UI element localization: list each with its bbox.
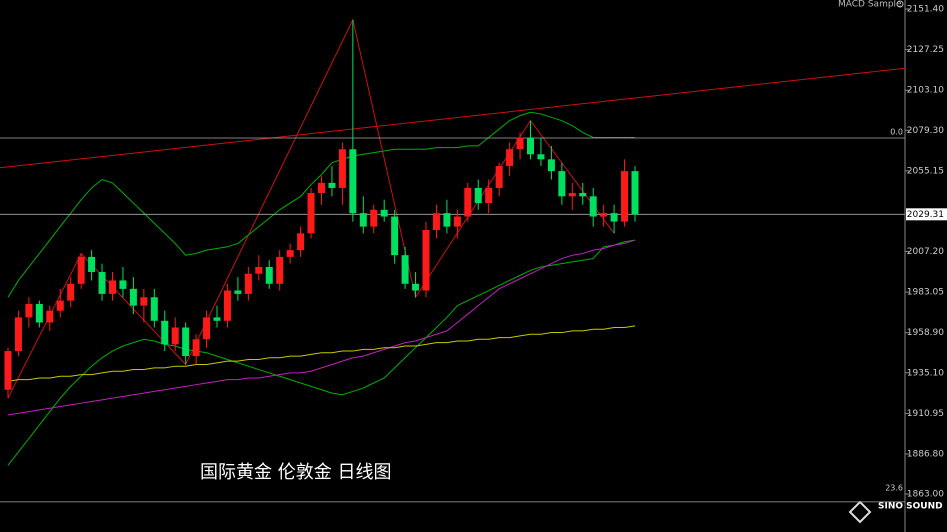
last-price-box xyxy=(906,208,947,221)
candle-body xyxy=(109,280,116,294)
y-tick-label: 1863.00 xyxy=(907,490,944,500)
candle-body xyxy=(67,283,75,301)
candle-body xyxy=(621,171,629,222)
candle-body xyxy=(150,297,158,321)
candle-body xyxy=(370,209,378,227)
candle-body xyxy=(129,288,137,306)
overlay-line xyxy=(7,239,636,466)
candle-body xyxy=(412,283,420,291)
candle-body xyxy=(600,213,608,217)
candle-body xyxy=(443,213,451,227)
y-tick-label: 2055.15 xyxy=(907,166,944,176)
trend-line xyxy=(0,67,906,169)
candle-body xyxy=(297,233,305,251)
candle-body xyxy=(35,303,43,323)
candle-body xyxy=(119,280,127,289)
fib-label: 23.6 xyxy=(885,484,903,493)
candle-body xyxy=(464,187,472,217)
y-tick-label: 1983.05 xyxy=(907,288,944,298)
candle-body xyxy=(547,159,555,172)
candle-body xyxy=(589,196,597,217)
fib-label: 0.0 xyxy=(890,127,903,136)
candle-body xyxy=(234,290,242,294)
y-tick-label: 2151.40 xyxy=(907,5,944,15)
candle-body xyxy=(255,266,263,274)
caption: 国际黄金 伦敦金 日线图 xyxy=(200,462,391,483)
candle-body xyxy=(558,171,566,197)
candle-body xyxy=(349,149,357,214)
candle-body xyxy=(161,320,169,345)
candle-body xyxy=(14,317,22,352)
indicator-label: MACD Sample xyxy=(838,0,902,10)
candle-body xyxy=(182,327,190,357)
candle-body xyxy=(203,317,211,340)
y-tick-label: 2127.25 xyxy=(907,45,944,55)
candle-body xyxy=(474,187,482,204)
candle-body xyxy=(307,192,315,234)
candle-body xyxy=(380,209,388,217)
candle-body xyxy=(46,310,54,323)
candle-body xyxy=(4,351,12,390)
y-tick-label: 1958.90 xyxy=(907,328,944,338)
y-tick-label: 2079.30 xyxy=(907,126,944,136)
candle-body xyxy=(77,256,85,284)
candle-body xyxy=(276,256,284,284)
candle-body xyxy=(338,149,346,188)
overlay-line xyxy=(7,325,636,382)
candle-body xyxy=(88,256,96,273)
candle-body xyxy=(140,297,148,306)
overlay-line xyxy=(7,111,635,298)
candle-body xyxy=(506,149,514,167)
candle-body xyxy=(25,303,33,318)
candle-body xyxy=(286,250,294,257)
candle-body xyxy=(568,192,576,197)
overlay-line xyxy=(7,239,636,416)
candle-body xyxy=(422,229,430,291)
candle-body xyxy=(401,255,409,284)
candle-body xyxy=(537,154,545,160)
candle-body xyxy=(171,327,179,345)
candle-body xyxy=(328,182,336,188)
brand-logo xyxy=(848,500,872,524)
candle-body xyxy=(244,273,252,294)
y-tick-label: 1910.95 xyxy=(907,409,944,419)
y-tick-label: 1935.10 xyxy=(907,368,944,378)
candle-body xyxy=(495,166,503,188)
candle-body xyxy=(516,137,524,150)
candle-body xyxy=(359,213,367,227)
candle-body xyxy=(527,137,534,155)
candle-body xyxy=(213,317,221,321)
candle-body xyxy=(610,213,618,222)
candle-body xyxy=(391,216,399,256)
candle-body xyxy=(192,339,200,357)
candle-body xyxy=(631,171,639,215)
y-tick-label: 2007.20 xyxy=(907,247,944,257)
candle-body xyxy=(432,213,440,230)
candle-body xyxy=(453,216,461,227)
candle-body xyxy=(98,272,106,294)
brand: SINO SOUND xyxy=(878,502,943,512)
candle-body xyxy=(579,192,587,197)
candle-body xyxy=(318,182,325,193)
candle-body xyxy=(56,300,64,311)
indicator-icon xyxy=(896,0,904,8)
candle-body xyxy=(485,187,493,204)
last-price-label: 2029.31 xyxy=(907,210,944,220)
candle-body xyxy=(223,290,231,321)
y-tick-label: 1886.80 xyxy=(907,449,944,459)
candle-body xyxy=(265,266,273,284)
y-tick-label: 2103.10 xyxy=(907,86,944,96)
